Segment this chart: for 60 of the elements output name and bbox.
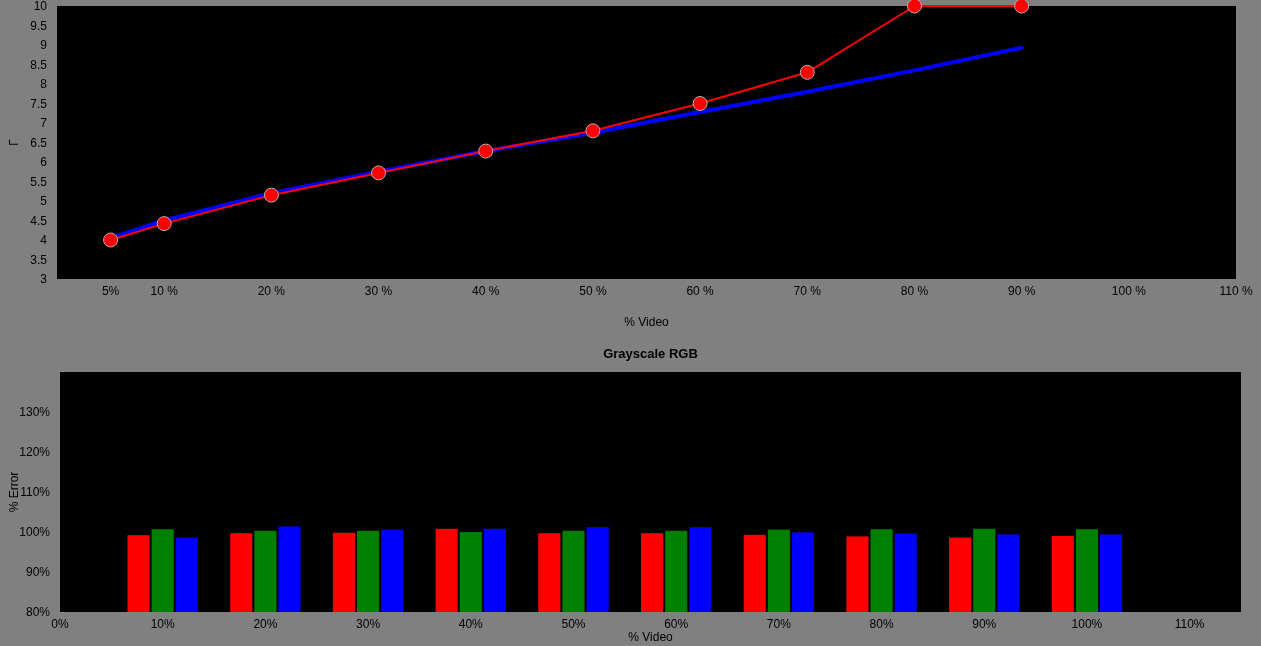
x-tick-label: 60%	[664, 617, 689, 631]
y-tick-label: 5.5	[30, 174, 48, 189]
x-tick-label: 70%	[766, 617, 792, 631]
y-tick-label: 7	[40, 116, 48, 131]
y-tick-label: 90%	[25, 565, 51, 580]
y-tick-label: 8	[40, 77, 48, 92]
point	[799, 64, 815, 80]
point	[263, 187, 279, 203]
x-tick-label: 60 %	[686, 284, 715, 298]
y-tick-label: 3	[40, 272, 48, 287]
x-tick-label: 20 %	[257, 284, 286, 298]
x-tick-label: 50%	[561, 617, 586, 631]
y-tick-label: 8.5	[30, 57, 48, 72]
y-axis-title: % Error	[7, 471, 21, 513]
y-tick-label: 4.5	[30, 213, 48, 228]
x-tick-label: 5%	[101, 284, 120, 298]
x-tick-label: 80%	[869, 617, 894, 631]
x-tick-label: 100 %	[1111, 284, 1147, 298]
x-tick-label: 110%	[1174, 617, 1205, 631]
point	[1014, 0, 1030, 14]
x-tick-label: 10 %	[150, 284, 179, 298]
y-tick-label: 6.5	[30, 135, 48, 150]
x-tick-label: 100%	[1071, 617, 1103, 631]
y-tick-label: 130%	[19, 405, 51, 420]
y-tick-label: 80%	[25, 605, 51, 620]
x-tick-label: 10%	[150, 617, 176, 631]
x-tick-label: 50 %	[579, 284, 607, 298]
point	[103, 232, 119, 248]
point	[692, 96, 708, 111]
x-tick-label: 0%	[51, 617, 69, 631]
x-tick-label: 90%	[972, 617, 997, 631]
y-tick-label: 3.5	[30, 252, 48, 267]
x-axis-title: % Video	[624, 315, 670, 329]
y-tick-label: 9	[40, 38, 48, 53]
x-tick-label: 70 %	[793, 284, 822, 298]
point	[371, 165, 387, 181]
y-tick-label: 10	[33, 0, 48, 14]
chart-title: Grayscale RGB	[603, 346, 698, 361]
x-tick-label: 90 %	[1007, 284, 1036, 298]
y-tick-label: 6	[40, 155, 48, 170]
x-tick-label: 30 %	[364, 284, 393, 298]
y-tick-label: 7.5	[30, 96, 48, 111]
point	[906, 0, 922, 14]
x-tick-label: 110 %	[1219, 284, 1253, 298]
x-tick-label: 30%	[356, 617, 381, 631]
point	[156, 216, 172, 232]
y-tick-label: 100%	[19, 525, 51, 540]
point	[478, 143, 494, 159]
y-tick-label: 5	[40, 194, 48, 209]
x-tick-label: 40%	[458, 617, 484, 631]
y-tick-label: 4	[40, 233, 48, 248]
y-tick-label: 110%	[20, 485, 51, 500]
y-axis-title: Γ	[7, 138, 21, 146]
y-tick-label: 120%	[19, 445, 51, 460]
x-tick-label: 40 %	[472, 284, 500, 298]
y-tick-label: 9.5	[30, 18, 48, 33]
x-axis-title: % Video	[628, 630, 674, 644]
point	[585, 123, 601, 139]
x-tick-label: 80 %	[900, 284, 929, 298]
x-tick-label: 20%	[253, 617, 278, 631]
